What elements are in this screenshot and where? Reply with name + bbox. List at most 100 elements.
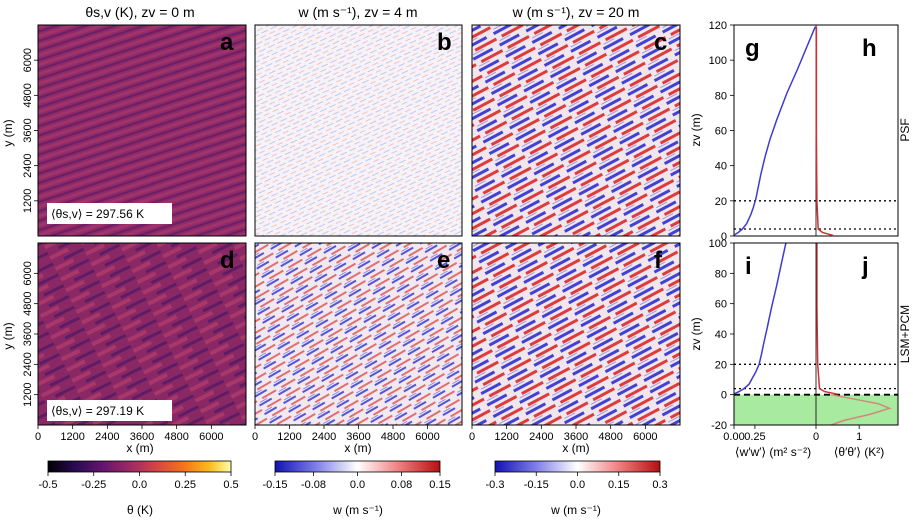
profile-y-tick-label: 120 <box>709 20 727 32</box>
colorbar-tick-label: -0.15 <box>524 479 549 491</box>
mean-annotation-d: ⟨θs,v⟩ = 297.19 K <box>51 404 144 418</box>
y-tick-label: 6000 <box>22 261 34 285</box>
profile-y-tick-label: 100 <box>709 55 727 67</box>
panel-a: a ⟨θs,v⟩ = 297.56 K <box>37 24 247 237</box>
colorbar-tick-label: 0.15 <box>429 479 450 491</box>
profile-top: g h PSF zv (m) <box>689 24 912 237</box>
x-tick-label: 0 <box>469 431 475 443</box>
panel-letter-b: b <box>437 29 452 56</box>
colorbar-w4-label: w (m s⁻¹) <box>332 503 383 517</box>
profile-y-tick-label: 20 <box>715 359 727 371</box>
panel-letter-g: g <box>745 35 760 62</box>
panel-letter-f: f <box>654 247 663 274</box>
profile-series-h <box>815 26 834 236</box>
profile-y-tick-label: 60 <box>715 126 727 138</box>
panel-f: f <box>471 242 681 426</box>
colorbar-tick-label: -0.15 <box>262 479 287 491</box>
panel-letter-d: d <box>220 247 235 274</box>
ylabel-g: zv (m) <box>689 113 703 146</box>
y-tick-label: 1200 <box>22 189 34 213</box>
title-b: w (m s⁻¹), zv = 4 m <box>298 4 418 20</box>
profile-y-tick-label: -20 <box>711 420 727 432</box>
colorbar-tick-label: -0.25 <box>81 479 106 491</box>
y-tick-label: 1200 <box>22 382 34 406</box>
x-tick-label: 1200 <box>277 431 301 443</box>
x-tick-label: 0 <box>35 431 41 443</box>
y-tick-label: 3600 <box>22 118 34 142</box>
x-tick-label: 4800 <box>381 431 405 443</box>
colorbar-tick-label: 0.5 <box>223 479 238 491</box>
panel-b: b <box>254 24 463 237</box>
profile-y-tick-label: 0 <box>721 390 727 402</box>
x-tick-label: 4800 <box>598 431 622 443</box>
panel-e: e <box>254 242 463 426</box>
x-tick-label: 6000 <box>199 431 223 443</box>
profile-y-tick-label: 40 <box>715 161 727 173</box>
colorbar-tick-label: 0.0 <box>350 479 365 491</box>
mean-annotation-a: ⟨θs,v⟩ = 297.56 K <box>51 207 144 221</box>
x-tick-label: 0 <box>252 431 258 443</box>
profile-y-tick-label: 80 <box>715 268 727 280</box>
map-ticks: 0 1200 2400 3600 4800 6000 0 1200 2400 3600 4800 60… <box>22 48 658 443</box>
x-tick-label: 3600 <box>564 431 588 443</box>
x-tick-label: 3600 <box>346 431 370 443</box>
y-tick-label: 2400 <box>22 352 34 376</box>
colorbar-tick-label: -0.08 <box>301 479 326 491</box>
title-c: w (m s⁻¹), zv = 20 m <box>512 4 640 20</box>
colorbar-ticks: -0.5 -0.25 0.0 0.25 0.5 -0.15 -0.08 0.0 0.08 0.15… <box>39 472 668 491</box>
x-tick-label: 3600 <box>130 431 154 443</box>
panel-letter-j: j <box>861 253 869 280</box>
colorbar-w20-label: w (m s⁻¹) <box>550 503 601 517</box>
profile-y-tick-label: 80 <box>715 90 727 102</box>
xlabel-j: ⟨θ′θ′⟩ (K²) <box>834 445 885 459</box>
ylabel-a: y (m) <box>1 119 15 146</box>
xlabel-f: x (m) <box>562 441 589 455</box>
profile-series-g <box>734 26 816 236</box>
y-tick-label: 4800 <box>22 291 34 315</box>
profile-x-tick-label: 1 <box>856 431 862 443</box>
panel-letter-a: a <box>220 29 234 56</box>
colorbar-tick-label: 0.0 <box>570 479 585 491</box>
xlabel-d: x (m) <box>126 441 153 455</box>
panel-letter-c: c <box>654 29 667 56</box>
profile-y-tick-label: 60 <box>715 299 727 311</box>
panel-letter-h: h <box>862 35 877 62</box>
panel-letter-i: i <box>745 253 752 280</box>
profile-y-tick-label: 40 <box>715 329 727 341</box>
profile-ticks: 0 20 40 60 80 100 120 -20 0 20 40 60 80 100 0.00 0.25 0 1 <box>709 20 863 443</box>
profile-y-tick-label: 20 <box>715 196 727 208</box>
row-label-psf: PSF <box>898 118 912 141</box>
profile-series-i <box>734 243 787 395</box>
xlabel-i: ⟨w′w′⟩ (m² s⁻²) <box>735 445 811 459</box>
y-tick-label: 6000 <box>22 48 34 72</box>
profile-series-j <box>816 243 838 395</box>
colorbar-tick-label: 0.0 <box>132 479 147 491</box>
profile-y-tick-label: 0 <box>721 231 727 243</box>
ylabel-d: y (m) <box>1 322 15 349</box>
profile-y-tick-label: 100 <box>709 238 727 250</box>
colorbar-tick-label: 0.08 <box>391 479 412 491</box>
profile-x-tick-label: 0.25 <box>744 431 765 443</box>
colorbar-tick-label: -0.3 <box>486 479 505 491</box>
x-tick-label: 1200 <box>60 431 84 443</box>
xlabel-e: x (m) <box>344 441 371 455</box>
profile-bottom: i j LSM+PCM zv (m) ⟨w′w′⟩ (m² s⁻²) ⟨θ′θ′… <box>689 242 912 459</box>
y-tick-label: 3600 <box>22 322 34 346</box>
title-a: θs,v (K), zv = 0 m <box>85 4 194 20</box>
y-tick-label: 4800 <box>22 83 34 107</box>
x-tick-label: 1200 <box>494 431 518 443</box>
colorbar-tick-label: 0.3 <box>652 479 667 491</box>
x-tick-label: 4800 <box>164 431 188 443</box>
x-tick-label: 6000 <box>633 431 657 443</box>
colorbar-tick-label: 0.25 <box>175 479 196 491</box>
profile-series-j-soil <box>830 393 892 425</box>
ylabel-i: zv (m) <box>689 317 703 350</box>
panel-d: d ⟨θs,v⟩ = 297.19 K <box>37 242 247 426</box>
colorbar-tick-label: 0.15 <box>608 479 629 491</box>
row-label-lsm: LSM+PCM <box>898 305 912 363</box>
colorbar-tick-label: -0.5 <box>39 479 58 491</box>
x-tick-label: 2400 <box>529 431 553 443</box>
panel-letter-e: e <box>437 247 450 274</box>
x-tick-label: 2400 <box>312 431 336 443</box>
